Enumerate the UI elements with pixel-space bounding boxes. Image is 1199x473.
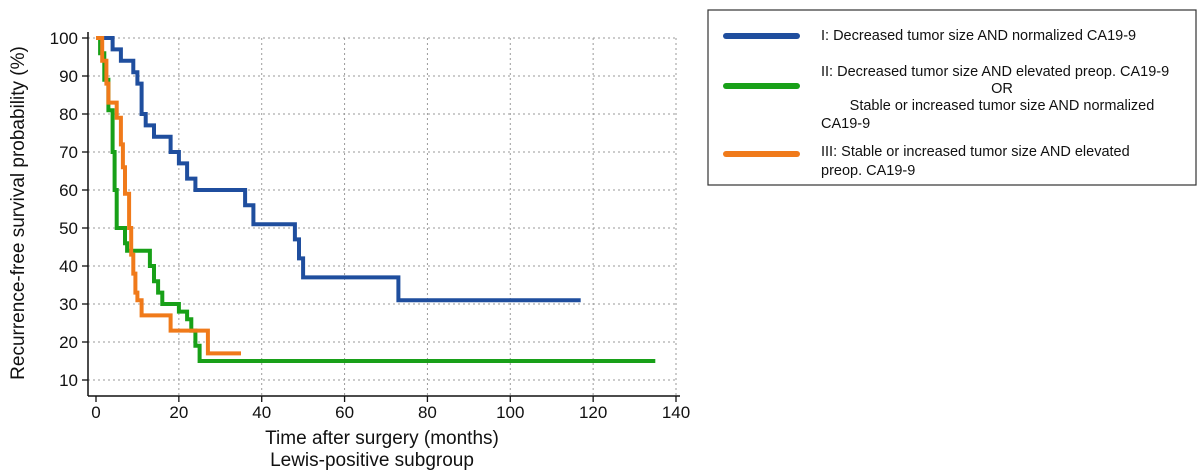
x-tick-label: 20 [169,403,188,422]
series-line-3 [96,36,241,356]
series-line-1 [96,36,581,303]
x-axis-title: Time after surgery (months) [265,428,499,449]
series-lines [96,36,656,363]
y-tick-label: 90 [59,67,78,86]
x-tick-label: 40 [252,403,271,422]
y-tick-label: 20 [59,333,78,352]
legend-label-2: II: Decreased tumor size AND elevated pr… [821,64,1169,80]
chart-subtitle: Lewis-positive subgroup [270,450,474,471]
x-tick-label: 60 [335,403,354,422]
y-tick-label: 10 [59,371,78,390]
grid-lines [88,37,677,396]
y-tick-label: 80 [59,105,78,124]
legend-label-3: III: Stable or increased tumor size AND … [821,144,1130,160]
x-tick-label: 80 [418,403,437,422]
series-line-2 [96,36,656,363]
y-tick-label: 100 [50,29,78,48]
y-tick-label: 70 [59,143,78,162]
y-tick-label: 60 [59,181,78,200]
axes: 10 20 30 40 50 60 70 80 90 100 0 20 40 60 80 100 120 140 [50,29,691,422]
y-axis-title: Recurrence-free survival probability (%) [8,46,29,380]
x-tick-label: 120 [579,403,607,422]
x-tick-label: 100 [496,403,524,422]
legend-label-2: OR [991,81,1013,97]
legend-label-2: CA19-9 [821,116,870,132]
y-tick-label: 50 [59,219,78,238]
x-tick-label: 140 [662,403,690,422]
legend: I: Decreased tumor size AND normalized C… [707,9,1197,186]
legend-label-1: I: Decreased tumor size AND normalized C… [821,28,1136,44]
legend-label-3: preop. CA19-9 [821,163,915,179]
y-tick-label: 30 [59,295,78,314]
x-tick-label: 0 [91,403,100,422]
y-tick-label: 40 [59,257,78,276]
legend-label-2: Stable or increased tumor size AND norma… [850,98,1155,114]
